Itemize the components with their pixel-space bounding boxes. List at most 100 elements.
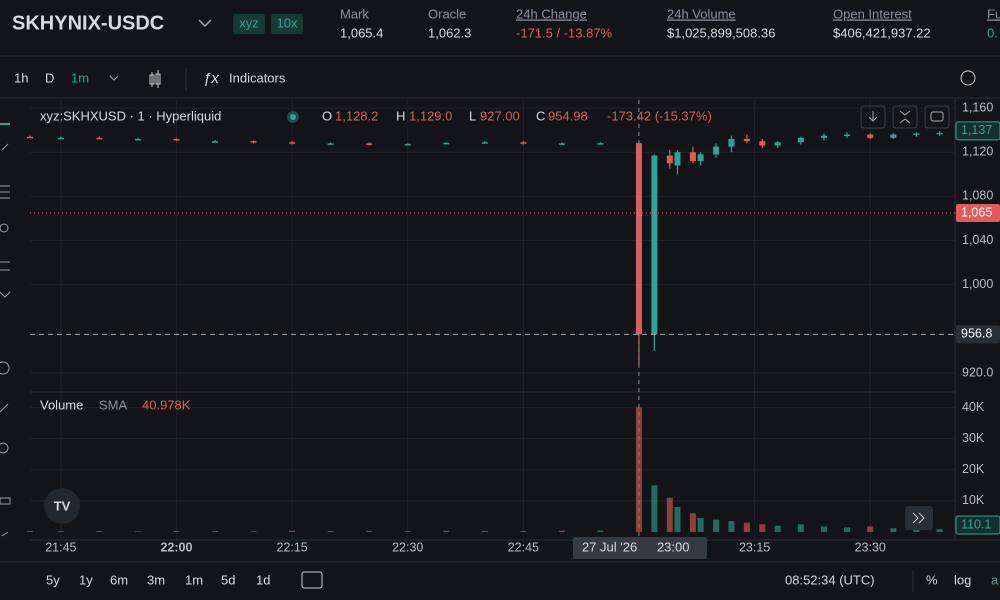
stat-label: Mark [340, 6, 369, 21]
log[interactable]: log [954, 572, 971, 587]
candle-body [96, 137, 103, 140]
x-tick-label: 23:30 [855, 540, 886, 554]
l-label: L [469, 108, 476, 123]
volume-bar [366, 530, 373, 532]
price-tag-text: 1,065 [961, 205, 992, 219]
candle-body [774, 142, 781, 146]
price-tag [956, 325, 1000, 344]
stat-value: 1,065.4 [340, 25, 383, 40]
x-tick-label: 23:15 [739, 540, 770, 554]
range-button[interactable]: 3m [147, 572, 165, 587]
x-tick-label: 22:45 [508, 540, 539, 554]
y-tick-label: 10K [962, 493, 985, 507]
auto[interactable]: a [991, 572, 999, 587]
sma-label: SMA [99, 397, 128, 412]
volume-label: Volume [40, 397, 83, 412]
x-tick-label: 22:15 [276, 540, 307, 554]
range-button[interactable]: 6m [110, 572, 128, 587]
candle-body [327, 143, 334, 145]
candle-body [697, 154, 704, 162]
price-tag [956, 204, 1000, 222]
dex-badge [233, 14, 265, 34]
volume-bar [913, 528, 920, 532]
interval[interactable]: 1h [14, 70, 28, 85]
candle-body [674, 152, 681, 166]
y-tick-label: 20K [962, 462, 985, 476]
dex: xyz [239, 15, 259, 30]
stat-value: $1,025,899,508.36 [667, 25, 775, 40]
range-button[interactable]: 1y [79, 572, 93, 587]
candle-body [597, 143, 604, 145]
interval-dropdown[interactable] [109, 75, 119, 81]
volume-bar [651, 485, 658, 532]
left-tools [0, 123, 11, 537]
y-tick-label: 1,120 [962, 144, 993, 158]
chart-type-icon[interactable] [149, 70, 161, 88]
fx-icon: ƒx [203, 70, 219, 87]
crosshair-time: 23:00 [657, 539, 690, 554]
price-tag-text: 956.8 [961, 327, 992, 341]
volume-bar [597, 530, 604, 532]
y-tick-label: 40K [962, 400, 985, 414]
candle-body [689, 152, 696, 162]
stat-value: $406,421,937.22 [833, 25, 931, 40]
settings-icon[interactable] [960, 70, 976, 86]
candle-body [844, 134, 851, 137]
candle-body [250, 141, 257, 143]
volume-bar [689, 513, 696, 532]
candle-body [759, 141, 766, 146]
range-button[interactable]: 1m [185, 572, 203, 587]
interval[interactable]: D [45, 70, 54, 85]
crosshair-label-bg [572, 537, 707, 559]
range-button[interactable]: 5d [221, 572, 235, 587]
stat-label: 24h Change [516, 6, 587, 21]
symbol-dropdown[interactable] [198, 19, 212, 28]
volume-bar [890, 528, 897, 532]
candle-body [212, 141, 218, 143]
o-label: O [322, 108, 332, 123]
y-tick-label: 1,040 [962, 233, 993, 247]
change: -173.42 (-15.37%) [607, 108, 712, 123]
status-dot [290, 114, 296, 120]
percent[interactable]: % [926, 572, 938, 587]
stat-value: -171.5 / -13.87% [516, 25, 613, 40]
volume-bar [520, 531, 527, 532]
stat-value: 1,062.3 [428, 25, 471, 40]
volume-bar [250, 531, 257, 532]
y-tick-label: 920.0 [962, 365, 993, 379]
candle-body [366, 143, 373, 145]
candle-body [666, 155, 673, 164]
volume-bar [674, 507, 681, 532]
volume-bar [173, 530, 180, 532]
candle-body [820, 135, 827, 138]
grid [30, 100, 955, 540]
volume-bar [27, 531, 33, 532]
volume-bar [212, 531, 218, 532]
h-label: H [396, 108, 405, 123]
candle-body [558, 143, 565, 145]
range-button[interactable]: 5y [46, 572, 60, 587]
y-tick-label: 1,080 [962, 189, 993, 203]
price-tag [955, 121, 1000, 141]
scroll-button[interactable] [905, 506, 933, 530]
candle-body [57, 137, 64, 140]
stat-label: Oracle [428, 6, 466, 21]
interval[interactable]: 1m [71, 70, 89, 85]
volume-bar [289, 530, 296, 532]
range-button[interactable]: 1d [256, 572, 270, 587]
date-range-icon[interactable] [301, 571, 323, 589]
volume-bar [743, 522, 750, 532]
low: 927.00 [480, 108, 520, 123]
stat-label: Fu [987, 6, 1000, 21]
volume-bar [797, 524, 804, 532]
y-tick-label: 1,160 [962, 100, 993, 114]
high: 1,129.0 [409, 108, 452, 123]
symbol[interactable]: SKHYNIX-USDC [12, 12, 164, 34]
indicators[interactable]: Indicators [229, 70, 286, 85]
volume-bar [844, 527, 851, 532]
volume-bar [759, 524, 766, 532]
volume-bar [558, 530, 565, 532]
candle-body [173, 138, 180, 141]
volume-bar [404, 531, 411, 532]
pane-buttons[interactable] [860, 105, 950, 129]
